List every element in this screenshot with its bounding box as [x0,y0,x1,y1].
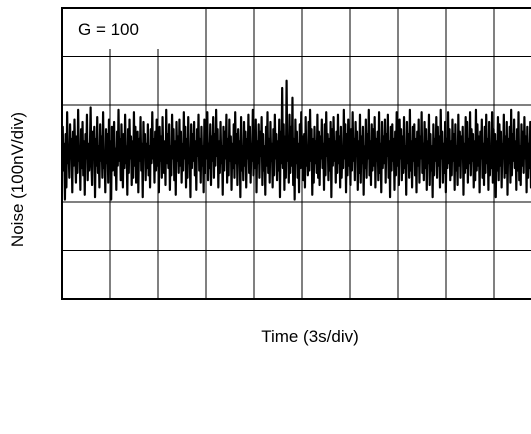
noise-trace-line [62,79,531,201]
gain-annotation: G = 100 [78,20,139,39]
y-axis-label: Noise (100nV/div) [8,112,27,247]
x-axis-label: Time (3s/div) [261,327,359,346]
gain-annotation-background [63,9,163,49]
